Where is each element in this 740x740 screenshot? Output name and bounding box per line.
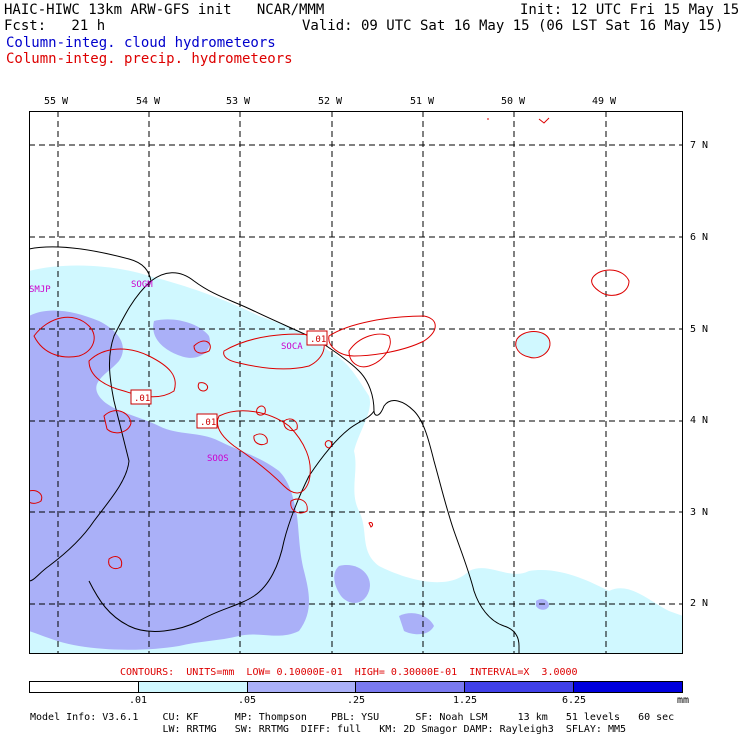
colorbar-bin (247, 682, 357, 692)
colorbar (29, 681, 683, 693)
contour-label-text: .01 (134, 394, 150, 404)
contour-label: .01 (130, 389, 152, 405)
station-label: SOCA (281, 342, 303, 352)
colorbar-bin (574, 682, 682, 692)
map-plot: .01 .01 .01 SMJP SOGM SOCA SOOS (29, 111, 683, 654)
contour-label: .01 (196, 413, 218, 429)
lat-label: 5 N (690, 324, 709, 335)
run-title: HAIC-HIWC 13km ARW-GFS init NCAR/MMM (4, 2, 325, 18)
lat-label: 4 N (690, 415, 709, 426)
cloud-region-medium (399, 613, 434, 635)
precip-contours (29, 117, 630, 570)
model-info-line1: Model Info: V3.6.1 CU: KF MP: Thompson P… (30, 712, 675, 723)
forecast-hour: Fcst: 21 h (4, 18, 106, 34)
graticule (29, 111, 683, 654)
colorbar-tick: .25 (346, 695, 366, 706)
field-cloud-label: Column-integ. cloud hydrometeors (6, 35, 276, 51)
lon-label: 50 W (501, 96, 526, 107)
contour-info: CONTOURS: UNITS=mm LOW= 0.10000E-01 HIGH… (120, 667, 578, 678)
coastline (29, 246, 520, 654)
colorbar-bin (138, 682, 248, 692)
colorbar-tick: 1.25 (452, 695, 478, 706)
lon-label: 55 W (44, 96, 69, 107)
lon-label: 52 W (318, 96, 343, 107)
colorbar-units: mm (676, 695, 690, 706)
contour-label-text: .01 (200, 418, 216, 428)
contour-label-text: .01 (310, 335, 326, 345)
cloud-region-medium (334, 565, 370, 603)
colorbar-bin (356, 682, 466, 692)
colorbar-tick: .05 (237, 695, 257, 706)
cloud-region-light (515, 331, 550, 358)
init-time: Init: 12 UTC Fri 15 May 15 (520, 2, 740, 18)
field-precip-label: Column-integ. precip. hydrometeors (6, 51, 293, 67)
colorbar-bin (30, 682, 139, 692)
lat-label: 2 N (690, 598, 709, 609)
cloud-region-medium (153, 319, 210, 358)
colorbar-tick: 6.25 (561, 695, 587, 706)
lat-label: 3 N (690, 507, 709, 518)
lat-label: 7 N (690, 140, 709, 151)
colorbar-bin (465, 682, 575, 692)
station-label: SMJP (29, 285, 51, 295)
colorbar-tick: .01 (128, 695, 148, 706)
lat-label: 6 N (690, 232, 709, 243)
map-frame (29, 111, 683, 654)
valid-time: Valid: 09 UTC Sat 16 May 15 (06 LST Sat … (302, 18, 724, 34)
lon-label: 51 W (410, 96, 435, 107)
contour-label: .01 (306, 330, 328, 346)
lon-label: 54 W (136, 96, 161, 107)
model-info-line2: LW: RRTMG SW: RRTMG DIFF: full KM: 2D Sm… (30, 724, 627, 735)
cloud-region-medium (29, 310, 309, 650)
station-label: SOGM (131, 280, 153, 290)
station-label: SOOS (207, 454, 229, 464)
lon-label: 49 W (592, 96, 617, 107)
lon-label: 53 W (226, 96, 251, 107)
